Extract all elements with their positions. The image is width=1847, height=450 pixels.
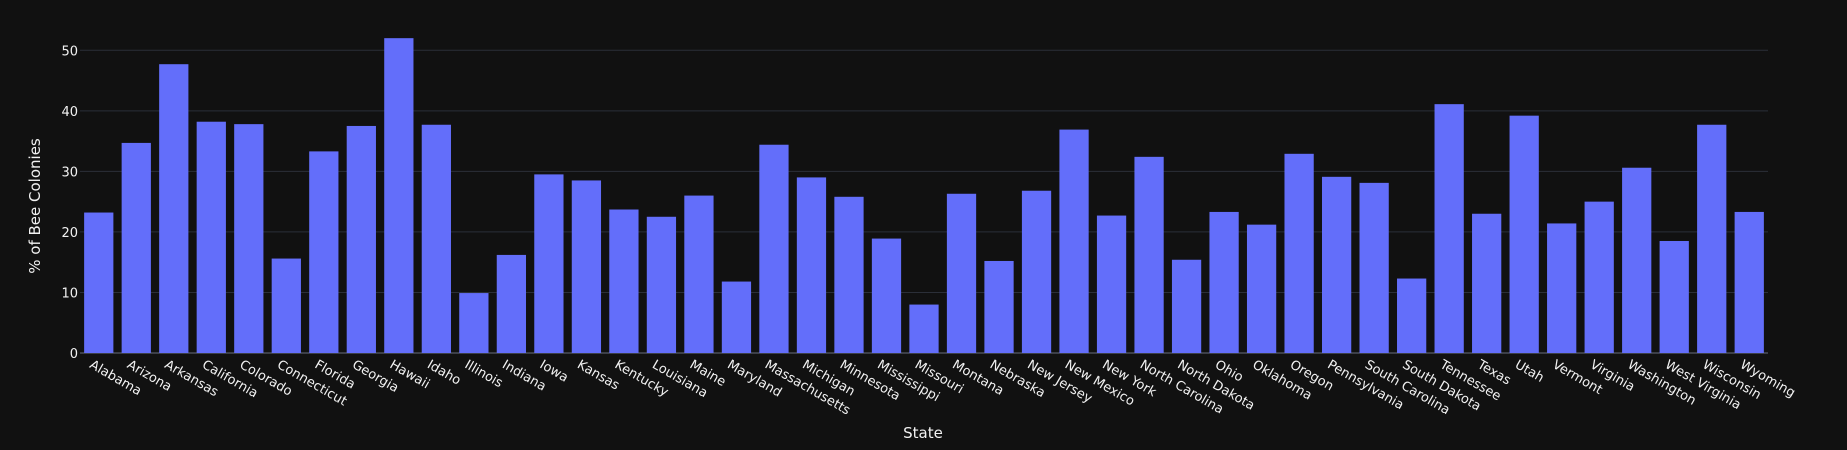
bar-maine[interactable]: [684, 195, 714, 353]
y-tick-label: 50: [61, 44, 78, 59]
bar-colorado[interactable]: [234, 124, 264, 353]
bars: [84, 38, 1764, 354]
bar-nebraska[interactable]: [984, 260, 1014, 353]
x-axis-title: State: [903, 424, 943, 442]
y-tick-label: 40: [61, 105, 78, 120]
bar-alabama[interactable]: [84, 212, 114, 353]
bar-massachusetts[interactable]: [759, 144, 789, 353]
bar-mississippi[interactable]: [871, 238, 902, 353]
bar-north-carolina[interactable]: [1134, 156, 1164, 353]
bar-ohio[interactable]: [1209, 211, 1239, 353]
bar-maryland[interactable]: [721, 281, 752, 353]
y-tick-label: 30: [61, 165, 78, 180]
bar-georgia[interactable]: [346, 125, 376, 353]
bar-pennsylvania[interactable]: [1321, 176, 1352, 353]
bar-tennessee[interactable]: [1434, 104, 1464, 354]
bar-west-virginia[interactable]: [1659, 240, 1689, 353]
y-tick-label: 0: [70, 347, 78, 362]
bar-hawaii[interactable]: [384, 38, 414, 353]
bar-idaho[interactable]: [421, 124, 451, 353]
y-axis-title: % of Bee Colonies: [26, 138, 44, 274]
bar-oregon[interactable]: [1284, 153, 1314, 353]
bar-minnesota[interactable]: [834, 196, 864, 353]
bar-wyoming[interactable]: [1734, 211, 1764, 353]
y-axis-ticks: 0 10 20 30 40 50: [61, 44, 78, 362]
bar-oklahoma[interactable]: [1246, 224, 1277, 353]
bar-new-jersey[interactable]: [1021, 190, 1052, 353]
bar-missouri[interactable]: [909, 304, 939, 353]
bar-wisconsin[interactable]: [1697, 124, 1727, 353]
y-tick-label: 20: [61, 226, 78, 241]
bar-kansas[interactable]: [571, 180, 602, 353]
bar-utah[interactable]: [1509, 115, 1539, 353]
bar-arizona[interactable]: [121, 142, 151, 353]
bar-louisiana[interactable]: [646, 216, 677, 353]
bar-washington[interactable]: [1622, 167, 1652, 353]
bar-california[interactable]: [196, 121, 226, 353]
bar-kentucky[interactable]: [609, 209, 639, 353]
bar-illinois[interactable]: [459, 293, 489, 353]
bar-vermont[interactable]: [1547, 223, 1577, 353]
bar-montana[interactable]: [946, 193, 977, 353]
bar-florida[interactable]: [309, 151, 339, 353]
bar-iowa[interactable]: [534, 174, 564, 353]
bar-south-carolina[interactable]: [1359, 182, 1389, 353]
bar-texas[interactable]: [1472, 213, 1502, 353]
bar-indiana[interactable]: [496, 254, 527, 353]
bar-connecticut[interactable]: [271, 258, 301, 353]
bar-south-dakota[interactable]: [1397, 278, 1427, 353]
bar-new-york[interactable]: [1096, 215, 1127, 353]
bar-arkansas[interactable]: [159, 64, 189, 353]
bar-virginia[interactable]: [1584, 201, 1614, 353]
bar-michigan[interactable]: [796, 177, 827, 353]
bar-new-mexico[interactable]: [1059, 129, 1089, 353]
bar-north-dakota[interactable]: [1171, 259, 1202, 353]
y-tick-label: 10: [61, 286, 78, 301]
